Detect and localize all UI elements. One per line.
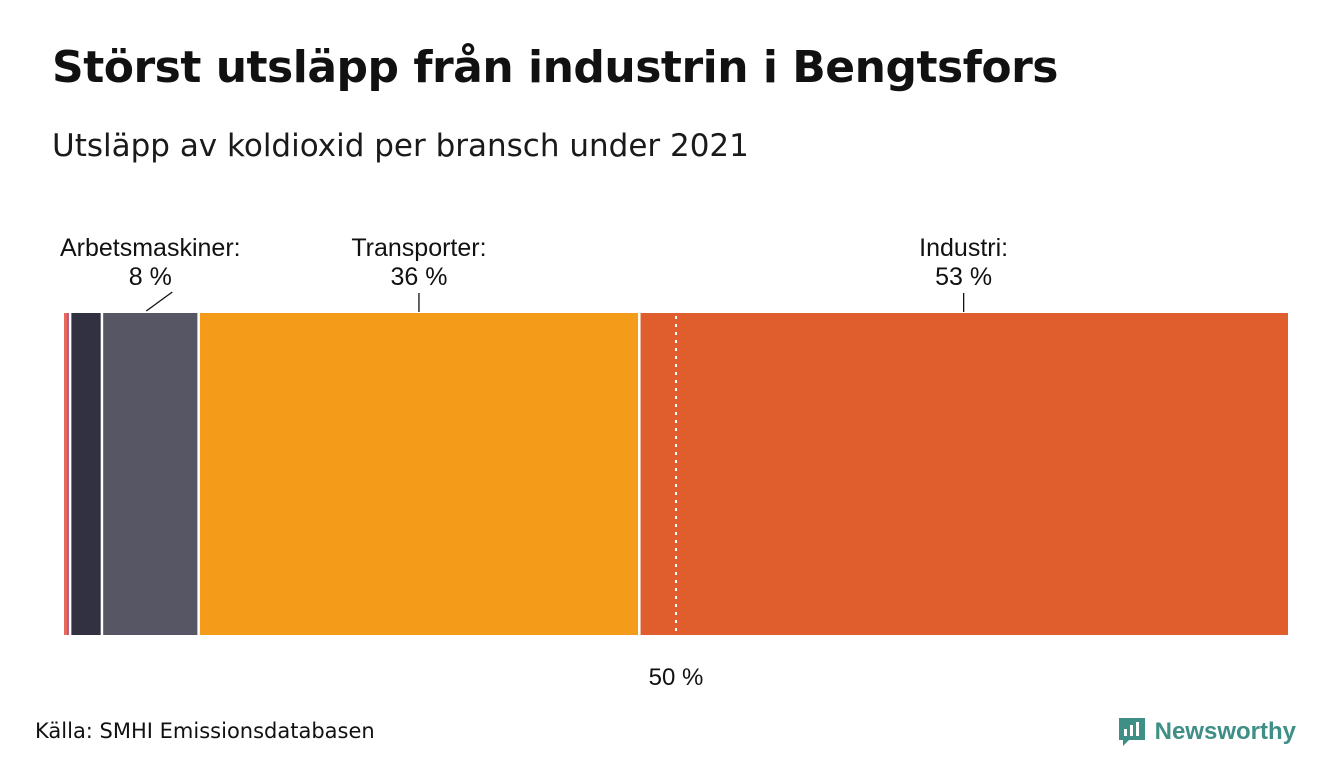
source-note: Källa: SMHI Emissionsdatabasen: [35, 719, 375, 743]
bar-segment-industri: [639, 313, 1288, 635]
chart-title: Störst utsläpp från industrin i Bengtsfo…: [52, 42, 1058, 93]
bar-segments: [64, 313, 1288, 635]
segment-name-industri: Industri:: [919, 234, 1008, 262]
segment-value-transporter: 36 %: [390, 263, 447, 291]
segment-value-arbetsmaskiner: 8 %: [129, 263, 172, 291]
chart-subtitle: Utsläpp av koldioxid per bransch under 2…: [52, 128, 749, 164]
segment-name-transporter: Transporter:: [351, 234, 486, 262]
reference-line-label: 50 %: [649, 664, 704, 691]
newsworthy-logo-icon: [1118, 718, 1145, 746]
segment-annotations: Arbetsmaskiner:8 % Transporter:36 % Indust…: [60, 234, 1008, 312]
segment-name-arbetsmaskiner: Arbetsmaskiner:: [60, 234, 241, 262]
leader-line-arbetsmaskiner: [145, 291, 173, 312]
segment-value-industri: 53 %: [935, 263, 992, 291]
brand-name: Newsworthy: [1154, 718, 1296, 745]
bar-segment-transporter: [198, 313, 640, 635]
bar-segment-segment-2: [70, 313, 102, 635]
bar-segment-arbetsmaskiner: [101, 313, 199, 635]
brand: Newsworthy: [1117, 712, 1296, 752]
bar-segment-segment-1: [67, 313, 71, 635]
bar-segment-segment-0: [64, 313, 68, 635]
reference-line-group: 50 %: [649, 316, 704, 691]
stacked-bar-chart: 50 % Arbetsmaskiner:8 % Transporter:36 % I…: [60, 234, 1288, 691]
